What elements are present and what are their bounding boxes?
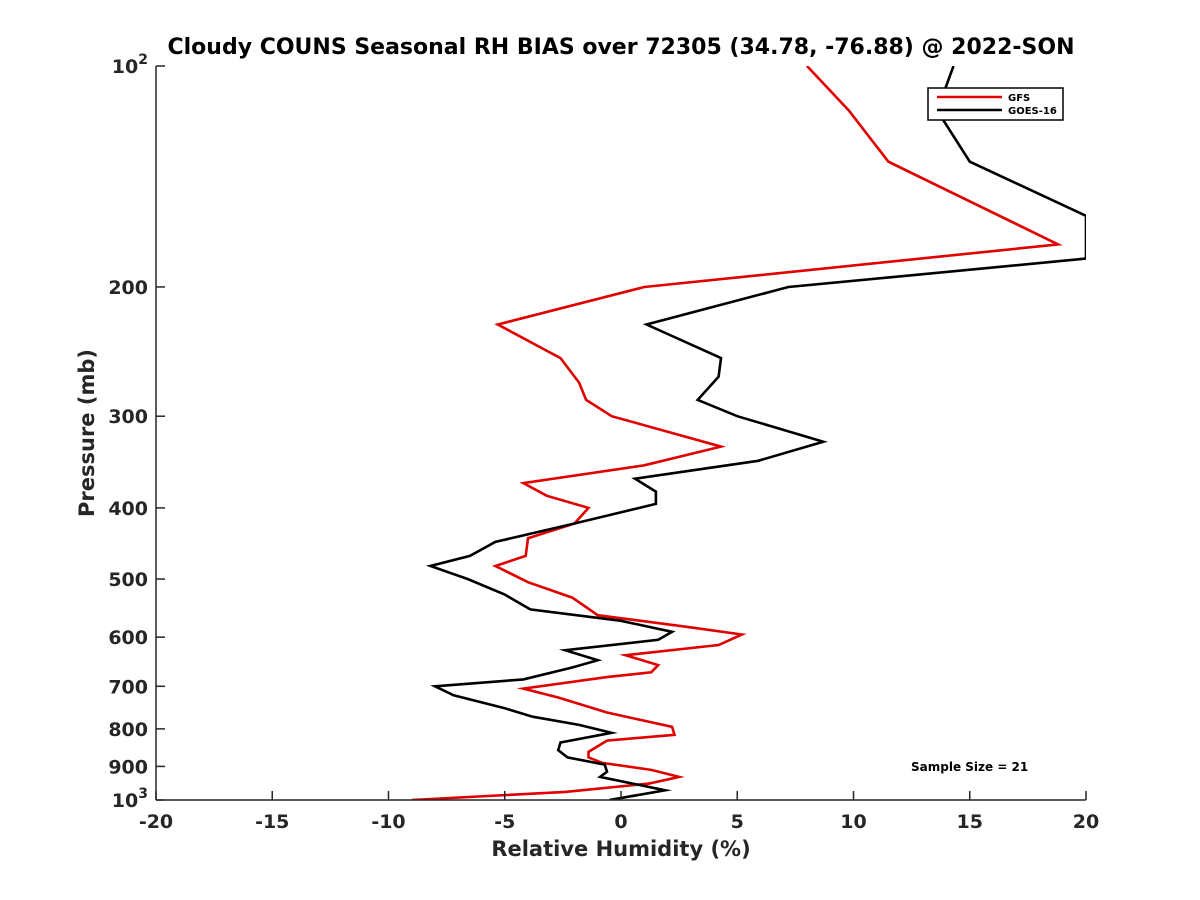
y-tick-label: 900 bbox=[108, 756, 148, 778]
series-layer bbox=[411, 66, 1086, 800]
legend-label-goes-16: GOES-16 bbox=[1008, 106, 1057, 117]
plot-area bbox=[156, 66, 1086, 800]
y-tick-label: 800 bbox=[108, 719, 148, 741]
y-tick-label: 103 bbox=[112, 786, 148, 812]
sample-size-annotation: Sample Size = 21 bbox=[911, 760, 1028, 774]
legend: GFS GOES-16 bbox=[927, 87, 1064, 121]
y-tick-label: 102 bbox=[112, 52, 148, 78]
x-tick-label: 10 bbox=[840, 811, 866, 833]
chart-title: Cloudy COUNS Seasonal RH BIAS over 72305… bbox=[167, 35, 1074, 60]
y-tick-label: 400 bbox=[108, 498, 148, 520]
legend-label-gfs: GFS bbox=[1008, 93, 1030, 104]
x-tick-label: 15 bbox=[957, 811, 983, 833]
y-tick-label: 700 bbox=[108, 676, 148, 698]
x-tick-label: -15 bbox=[255, 811, 289, 833]
x-tick-label: 0 bbox=[614, 811, 627, 833]
x-axis-label: Relative Humidity (%) bbox=[491, 837, 750, 861]
y-tick-label: 600 bbox=[108, 627, 148, 649]
series-line-gfs bbox=[411, 66, 1063, 800]
y-tick-label: 300 bbox=[108, 406, 148, 428]
y-tick-label: 500 bbox=[108, 569, 148, 591]
legend-box bbox=[927, 87, 1064, 121]
x-tick-label: -10 bbox=[371, 811, 405, 833]
x-tick-label: -5 bbox=[494, 811, 515, 833]
x-tick-label: 20 bbox=[1073, 811, 1099, 833]
y-tick-label: 200 bbox=[108, 277, 148, 299]
x-tick-label: -20 bbox=[139, 811, 173, 833]
series-line-goes-16 bbox=[425, 66, 1086, 800]
x-tick-label: 5 bbox=[731, 811, 744, 833]
axes: -20 -15 -10 -5 0 5 10 15 20 102 200 300 400 500 600 700… bbox=[108, 52, 1099, 833]
y-axis-label: Pressure (mb) bbox=[75, 349, 99, 517]
